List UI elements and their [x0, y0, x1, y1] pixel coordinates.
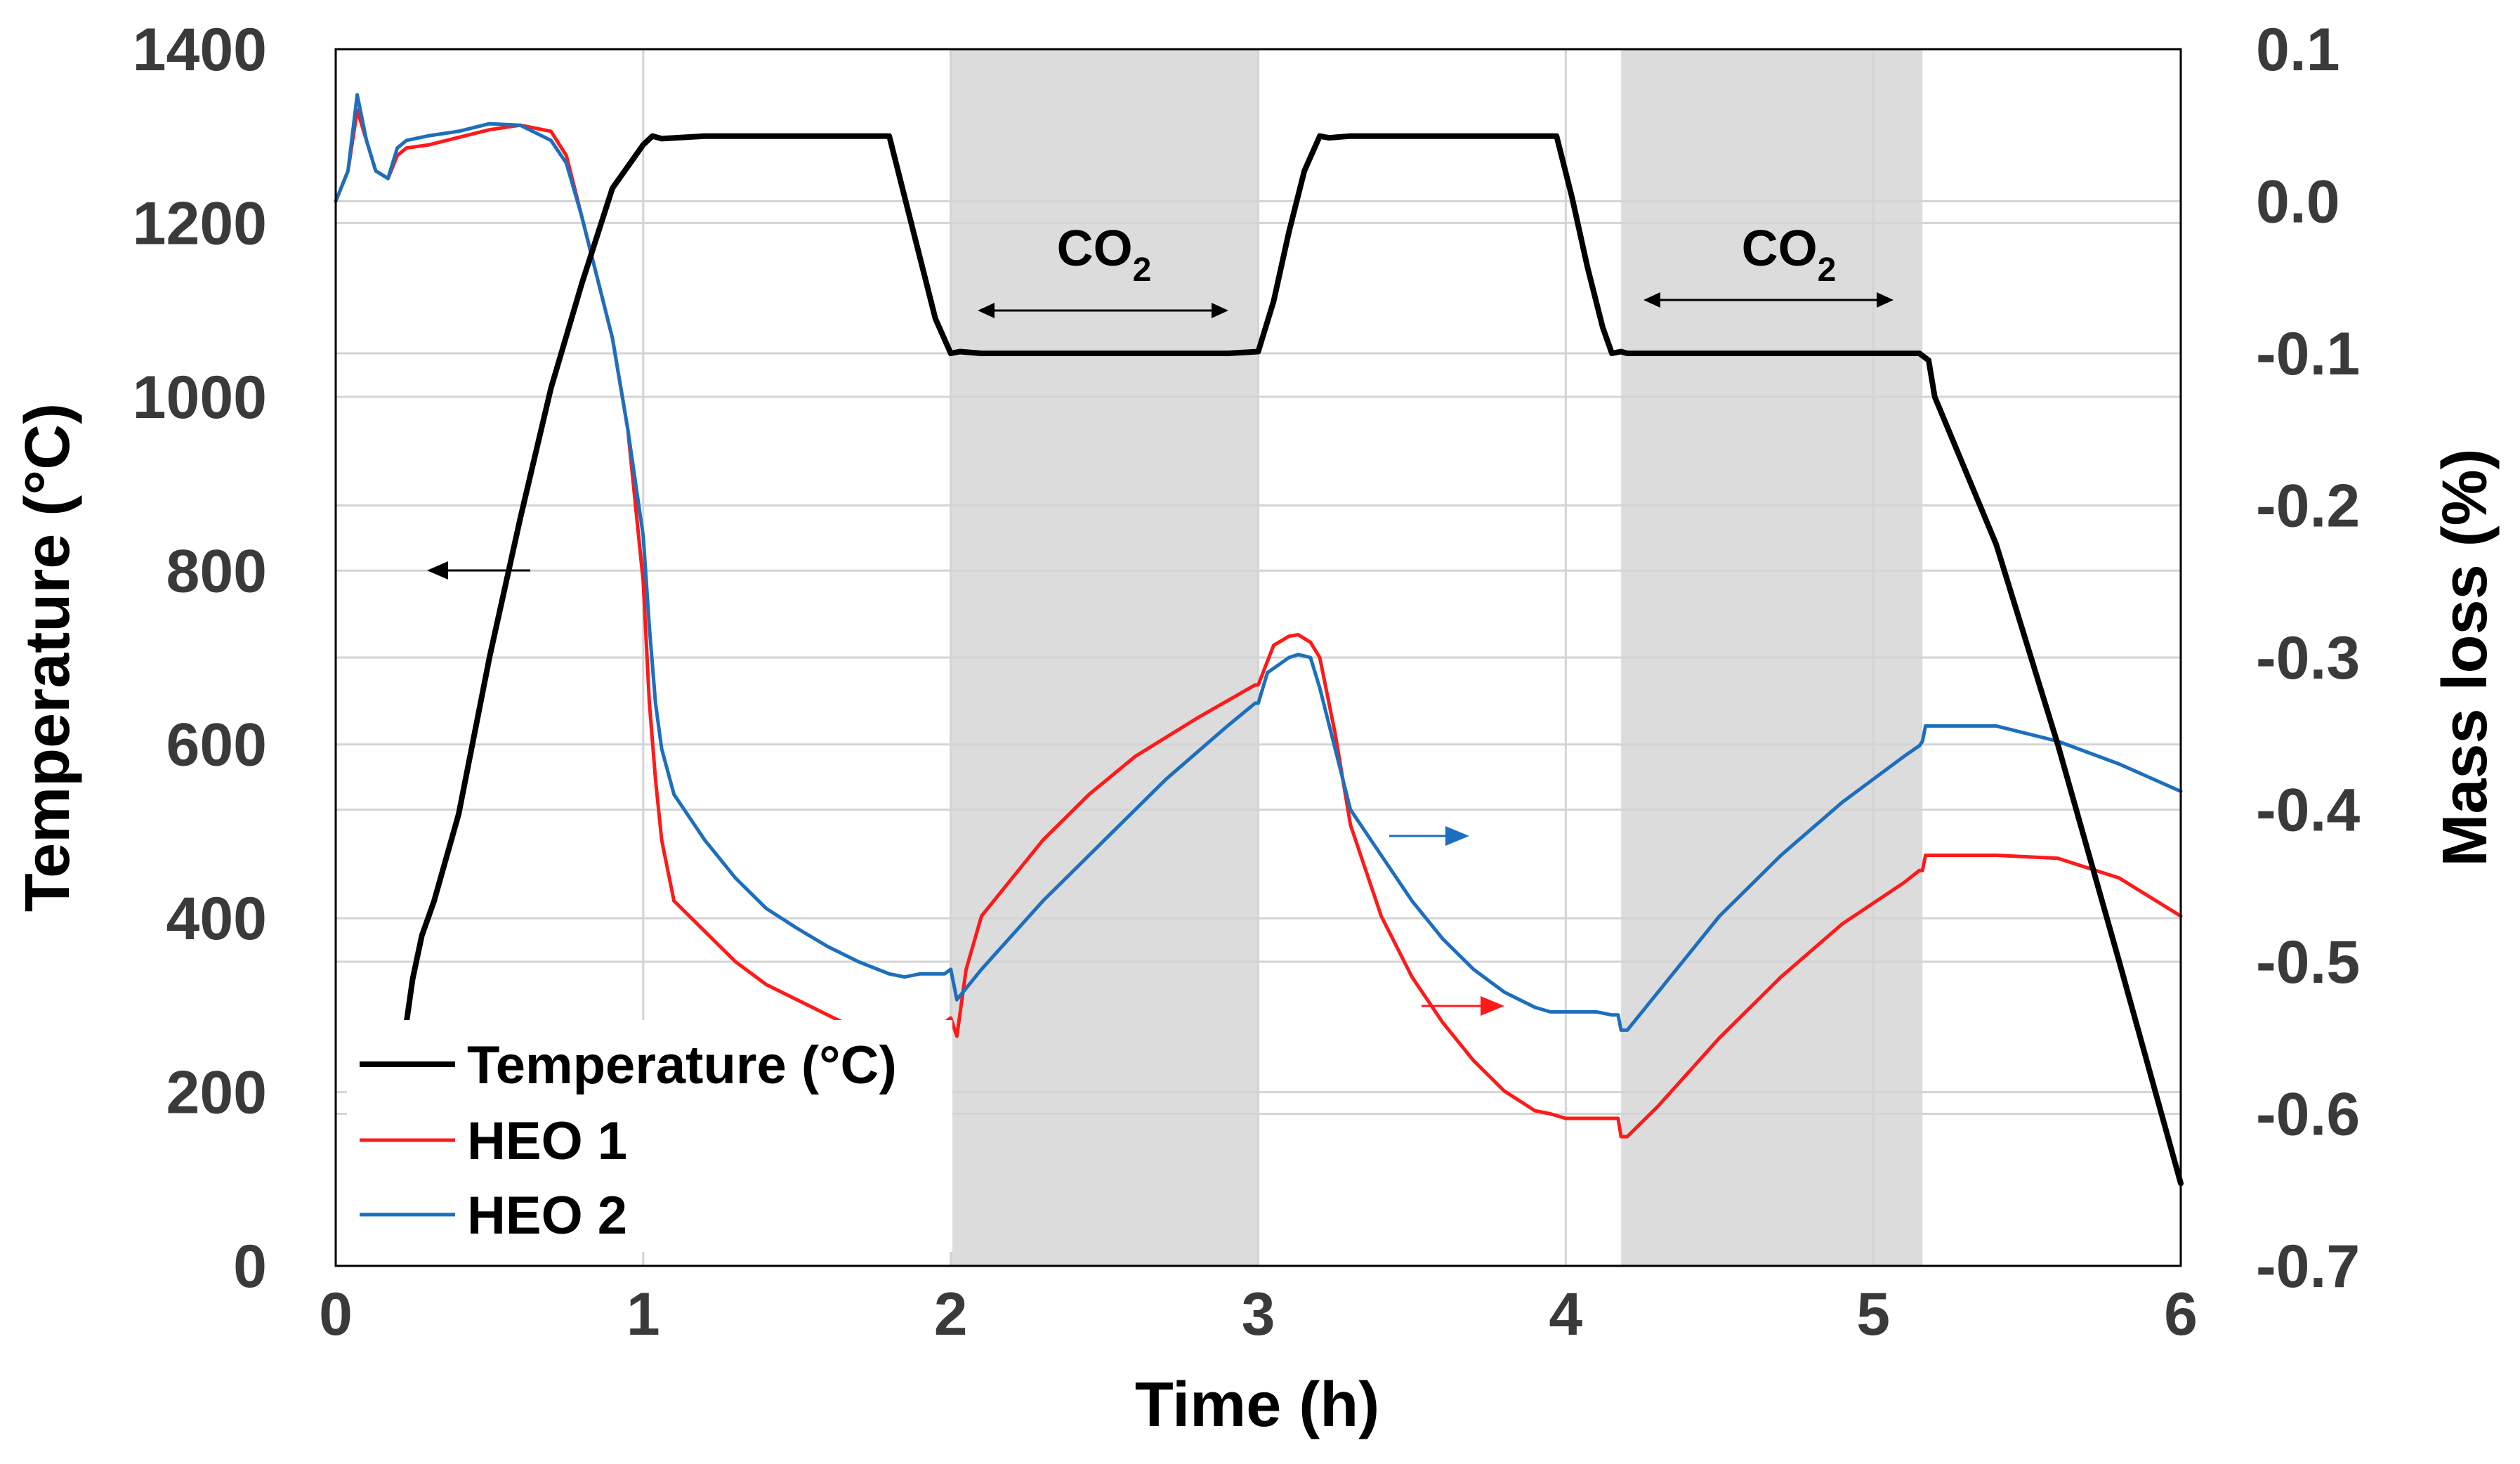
y2-tick-label-7: 0.0	[2256, 169, 2340, 236]
co2-arrowhead-1-left	[978, 303, 995, 318]
co2-arrowhead-2-left	[1643, 292, 1660, 308]
y2-tick-label-5: -0.2	[2256, 473, 2360, 540]
co2-arrowhead-1-right	[1212, 303, 1228, 318]
series-line-heo-1	[334, 108, 2183, 1139]
series-line-heo-2	[334, 93, 2183, 1032]
data-series	[334, 93, 2184, 1187]
legend-label-temperature: Temperature (°C)	[467, 1035, 897, 1095]
y-axis-title: Temperature (°C)	[13, 403, 83, 912]
y2-tick-label-2: -0.5	[2256, 929, 2360, 996]
y-tick-label-2: 400	[166, 885, 268, 953]
y2-axis-title: Mass loss (%)	[2430, 448, 2500, 866]
x-tick-label-2: 2	[934, 1281, 968, 1348]
temperature-arrowhead	[427, 561, 448, 580]
y-tick-label-7: 1400	[133, 16, 267, 84]
x-tick-label-0: 0	[319, 1281, 353, 1348]
co2-annotation-1: CO2	[978, 221, 1228, 318]
y2-tick-label-1: -0.6	[2256, 1081, 2360, 1149]
co2-label-2: CO2	[1742, 221, 1837, 289]
y-tick-label-6: 1200	[133, 190, 267, 257]
y2-tick-label-6: -0.1	[2256, 320, 2360, 388]
heo1-axis-arrow	[1422, 996, 1504, 1016]
temperature-axis-arrow	[427, 561, 530, 580]
y2-tick-label-0: -0.7	[2256, 1233, 2360, 1300]
y2-tick-label-4: -0.3	[2256, 625, 2360, 692]
co2-label-2-text: CO	[1742, 221, 1818, 277]
heo2-arrowhead	[1445, 826, 1469, 846]
y2-tick-label-8: 0.1	[2256, 16, 2340, 84]
y-tick-label-5: 1000	[133, 364, 267, 431]
tick-labels: 0 1 2 3 4 5 6 0 200 400 600 800 1000 1200 1400 -0.7 -0.6…	[133, 16, 2361, 1348]
x-axis-title: Time (h)	[1135, 1370, 1379, 1440]
plot-frame	[334, 48, 2182, 1267]
y2-tick-label-3: -0.4	[2256, 777, 2360, 844]
x-tick-label-5: 5	[1856, 1281, 1890, 1348]
x-tick-label-3: 3	[1242, 1281, 1275, 1348]
co2-label-1-sub: 2	[1133, 251, 1152, 289]
series-line-temperature-c	[403, 133, 2184, 1187]
legend-label-heo2: HEO 2	[467, 1186, 627, 1246]
heo2-axis-arrow	[1389, 826, 1469, 846]
co2-label-1: CO2	[1057, 221, 1152, 289]
co2-annotation-2: CO2	[1643, 221, 1894, 308]
x-tick-label-1: 1	[626, 1281, 660, 1348]
co2-label-2-sub: 2	[1818, 251, 1837, 289]
y-tick-label-1: 200	[166, 1059, 268, 1127]
y-tick-label-4: 800	[166, 537, 268, 605]
x-tick-label-4: 4	[1549, 1281, 1582, 1348]
x-tick-label-6: 6	[2164, 1281, 2198, 1348]
co2-arrowhead-2-right	[1877, 292, 1894, 308]
heo1-arrowhead	[1481, 996, 1504, 1016]
y-tick-label-0: 0	[233, 1233, 267, 1300]
co2-label-1-text: CO	[1057, 221, 1133, 277]
legend-label-heo1: HEO 1	[467, 1111, 627, 1171]
legend: Temperature (°C) HEO 1 HEO 2	[347, 1020, 952, 1252]
y-tick-label-3: 600	[166, 712, 268, 779]
